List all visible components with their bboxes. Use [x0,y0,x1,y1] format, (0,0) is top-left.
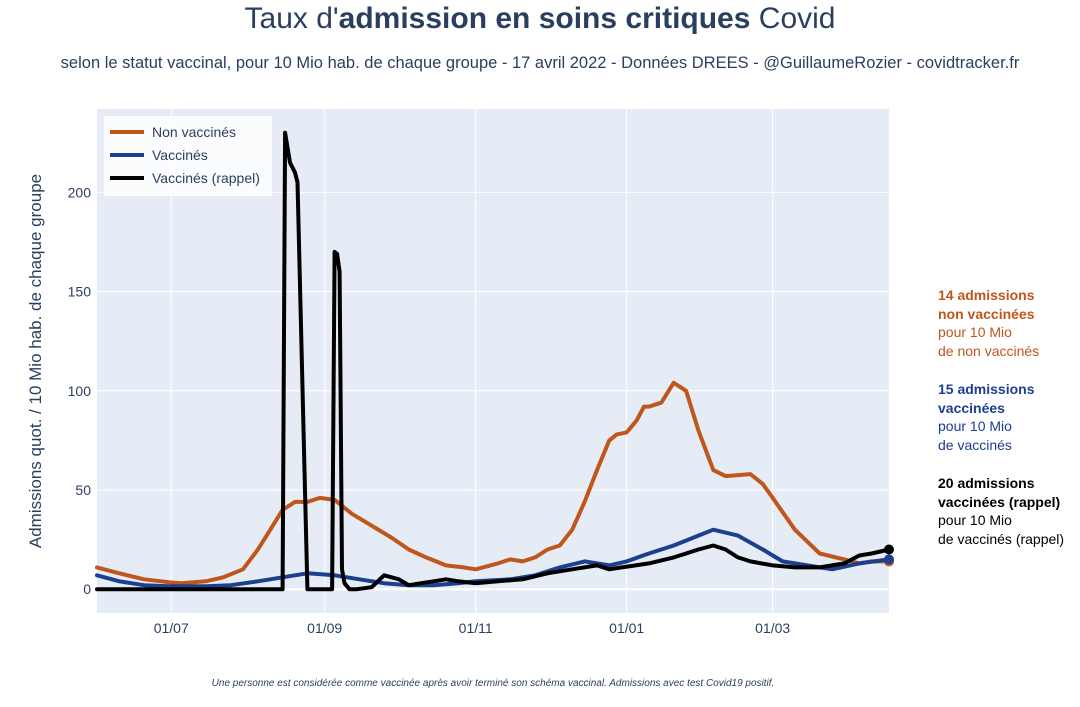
annotation-vaccines-rappel: 20 admissions vaccinées (rappel) pour 10… [938,474,1064,549]
chart-subtitle: selon le statut vaccinal, pour 10 Mio ha… [60,54,1020,72]
annotation-vaccines-rappel-unit: pour 10 Mio [938,512,1012,529]
annotation-vaccines: 15 admissions vaccinées pour 10 Mio de v… [938,380,1035,455]
series-line-non-vaccines [95,380,891,586]
x-tick-label: 01/09 [307,620,342,636]
footnote: Une personne est considérée comme vaccin… [211,678,775,689]
legend-label-vaccines-rappel[interactable]: Vaccinés (rappel) [152,170,260,186]
y-tick-label: 150 [68,284,92,300]
annotation-vaccines-count: 15 admissions [938,381,1035,397]
annotation-vaccines-rappel-group: vaccinées (rappel) [938,493,1061,510]
annotation-vaccines-population: de vaccinés [938,437,1012,454]
annotation-non-vaccines: 14 admissions non vaccinées pour 10 Mio … [938,286,1039,361]
legend-label-non-vaccines[interactable]: Non vaccinés [152,124,236,140]
series-layer [95,130,894,592]
series-endpoint-vaccines-rappel [884,544,894,555]
x-tick-labels: 01/07 01/09 01/11 01/01 01/03 [154,620,791,636]
chart-title-bold: admission en soins critiques [338,2,751,35]
y-tick-label: 50 [75,482,91,498]
legend-label-vaccines[interactable]: Vaccinés [152,147,208,163]
annotation-vaccines-group: vaccinées [938,399,1005,416]
y-axis-title: Admissions quot. / 10 Mio hab. de chaque… [26,174,45,548]
annotation-non-vaccines-group: non vaccinées [938,305,1035,322]
annotation-non-vaccines-population: de non vaccinés [938,343,1040,360]
line-chart: 0 50 100 150 200 01/07 01/09 01/11 01/01 01/03 A… [26,109,894,636]
annotation-non-vaccines-count: 14 admissions [938,287,1035,303]
annotation-vaccines-rappel-population: de vaccinés (rappel) [938,531,1065,548]
x-tick-label: 01/03 [755,620,790,636]
legend[interactable]: Non vaccinés Vaccinés Vaccinés (rappel) [104,116,272,196]
x-tick-label: 01/11 [459,620,493,636]
y-tick-labels: 0 50 100 150 200 [68,184,92,597]
x-tick-label: 01/07 [154,620,189,636]
y-tick-label: 0 [83,581,91,597]
annotation-vaccines-unit: pour 10 Mio [938,418,1012,435]
series-endpoint-vaccines [884,554,894,565]
x-tick-label: 01/01 [609,620,644,636]
annotation-non-vaccines-unit: pour 10 Mio [938,324,1012,341]
chart-title-suffix: Covid [750,2,836,35]
series-line-vaccines-rappel [95,130,891,592]
chart-title: Taux d'admission en soins critiques Covi… [0,2,1080,36]
annotation-vaccines-rappel-count: 20 admissions [938,475,1035,491]
chart-title-prefix: Taux d' [244,2,339,35]
y-tick-label: 200 [68,184,92,200]
y-tick-label: 100 [68,383,92,399]
